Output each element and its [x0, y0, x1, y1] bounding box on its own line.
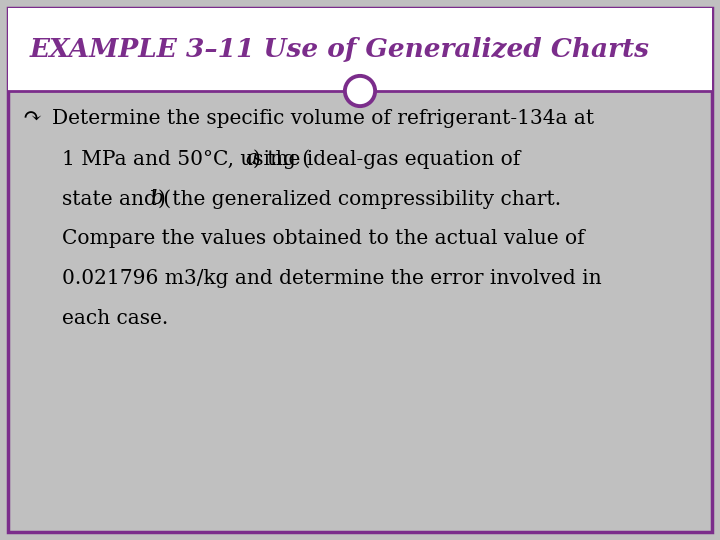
Text: Compare the values obtained to the actual value of: Compare the values obtained to the actua…: [62, 230, 585, 248]
Text: EXAMPLE 3–11 Use of Generalized Charts: EXAMPLE 3–11 Use of Generalized Charts: [30, 37, 650, 62]
Circle shape: [345, 76, 375, 106]
Text: b: b: [150, 190, 163, 208]
FancyBboxPatch shape: [8, 8, 712, 91]
FancyBboxPatch shape: [8, 8, 712, 532]
Text: a: a: [246, 150, 258, 168]
Text: Determine the specific volume of refrigerant-134a at: Determine the specific volume of refrige…: [52, 110, 594, 129]
Text: state and (: state and (: [62, 190, 171, 208]
Text: each case.: each case.: [62, 309, 168, 328]
Text: 0.021796 m3/kg and determine the error involved in: 0.021796 m3/kg and determine the error i…: [62, 269, 602, 288]
Text: ↷: ↷: [22, 108, 41, 130]
Text: ) the ideal-gas equation of: ) the ideal-gas equation of: [253, 149, 521, 169]
Text: 1 MPa and 50°C, using (: 1 MPa and 50°C, using (: [62, 149, 310, 169]
Text: ) the generalized compressibility chart.: ) the generalized compressibility chart.: [158, 189, 561, 209]
